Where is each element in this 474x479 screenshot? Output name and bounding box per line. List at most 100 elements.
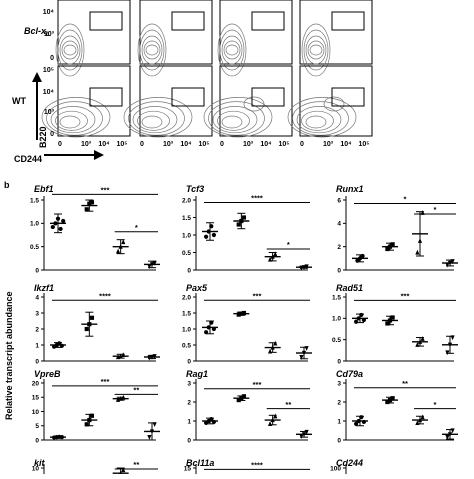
gene-plot-ikzf1: Ikzf1 0 1 2 3 4 ****	[34, 283, 160, 365]
data-point	[445, 262, 450, 268]
shared-y-axis-label: Relative transcript abundance	[4, 291, 14, 420]
data-point	[385, 399, 390, 405]
data-point	[385, 246, 390, 252]
y-tick-label: 15	[184, 465, 192, 472]
gene-title: Cd79a	[336, 369, 363, 379]
row-label-wt: WT	[12, 96, 26, 106]
flow-plot	[299, 0, 373, 77]
flow-plot: 0 10³ 10⁴ 10⁵	[203, 65, 293, 148]
flow-x-tick: 10⁵	[358, 141, 369, 148]
flow-x-tick: 10⁵	[116, 141, 127, 148]
contour-ring	[287, 97, 357, 138]
b220-arrow-head	[32, 72, 42, 82]
data-point	[415, 420, 420, 425]
contour-ring	[301, 110, 334, 131]
y-tick-label: 5	[35, 423, 39, 430]
data-point	[118, 353, 123, 359]
flow-x-tick: 10⁴	[98, 141, 110, 148]
data-point	[354, 319, 359, 324]
flow-x-tick: 10⁴	[340, 141, 352, 148]
gate-box	[89, 11, 123, 31]
y-tick-label: 1.5	[182, 310, 191, 317]
gate-box	[171, 11, 205, 31]
data-point	[361, 419, 366, 425]
data-point	[420, 414, 425, 420]
flow-row-2: 0 10³ 10⁴ 10⁵ 0 10³ 10⁴ 10⁵ 0 10³ 10⁴ 10⁵ 0 10³ 10⁴ 10⁵	[41, 65, 373, 148]
y-tick-label: 15	[32, 395, 40, 402]
contour-ring	[217, 23, 247, 77]
data-point	[147, 435, 152, 440]
y-tick-label: 1.0	[332, 316, 341, 323]
flow-plot-frame	[57, 0, 131, 65]
gene-title: kit	[34, 458, 46, 468]
significance-label: *	[434, 205, 437, 214]
gene-title: Ikzf1	[34, 283, 54, 293]
data-point	[209, 320, 214, 325]
data-point	[121, 394, 126, 400]
gene-title: Bcl11a	[186, 458, 214, 468]
y-tick-label: 10	[32, 465, 40, 472]
contour-ring	[301, 23, 331, 77]
flow-row-1	[55, 0, 373, 77]
data-point	[299, 355, 304, 360]
significance-label: ****	[99, 291, 111, 300]
y-tick-label: 0	[35, 358, 39, 365]
data-point	[149, 262, 155, 268]
y-tick-label: 2	[35, 326, 39, 333]
contour-ring	[212, 106, 258, 134]
data-point	[152, 354, 157, 359]
gene-plot-runx1: Runx1 0 2 4 6 * *	[336, 184, 458, 274]
contour-ring	[292, 101, 349, 136]
data-point	[390, 396, 395, 401]
contour-ring	[123, 97, 193, 138]
data-point	[273, 340, 278, 346]
data-point	[87, 417, 92, 423]
data-point	[417, 238, 423, 243]
contour-ring	[55, 23, 85, 77]
data-point	[390, 315, 395, 320]
data-point	[209, 224, 214, 229]
data-point	[204, 234, 209, 239]
data-point	[147, 355, 152, 361]
flow-plot: 0 10³ 10⁴ 10⁵	[41, 65, 131, 148]
gene-title: VpreB	[34, 369, 61, 379]
gene-title: Rag1	[186, 369, 208, 379]
contour-ring	[137, 110, 170, 131]
flow-y-tick: 10⁵	[43, 67, 54, 74]
data-point	[447, 432, 453, 437]
y-tick-label: 0.5	[182, 250, 191, 257]
gene-title: Tcf3	[186, 184, 204, 194]
significance-label: **	[402, 379, 408, 388]
y-tick-label: 2.0	[182, 197, 191, 204]
significance-label: *	[434, 400, 437, 409]
data-point	[356, 418, 361, 424]
y-tick-label: 0	[337, 437, 341, 444]
contour-ring	[63, 44, 77, 56]
flow-y-tick: 10³	[44, 31, 55, 38]
y-tick-label: 1	[35, 342, 39, 349]
data-point	[270, 254, 275, 259]
y-tick-label: 1	[337, 418, 341, 425]
data-point	[445, 350, 450, 356]
flow-plot	[55, 0, 131, 77]
data-point	[55, 216, 61, 221]
data-point	[304, 264, 309, 270]
y-tick-label: 100	[330, 465, 341, 472]
flow-x-tick: 0	[140, 141, 144, 148]
data-point	[149, 354, 155, 360]
y-tick-label: 0	[187, 358, 191, 365]
data-point	[390, 242, 395, 247]
flow-y-tick: 0	[50, 55, 54, 62]
data-point	[87, 201, 92, 206]
contour-ring	[221, 115, 243, 129]
data-point	[450, 428, 455, 434]
data-point	[241, 215, 247, 220]
y-tick-label: 0.5	[30, 244, 39, 251]
data-point	[53, 221, 58, 226]
flow-x-tick: 10⁵	[198, 141, 209, 148]
contour-ring	[303, 29, 329, 71]
flow-plot-frame	[219, 0, 293, 65]
y-tick-label: 3	[187, 380, 191, 387]
flow-plot: 0 10³ 10⁴ 10⁵	[287, 65, 373, 148]
